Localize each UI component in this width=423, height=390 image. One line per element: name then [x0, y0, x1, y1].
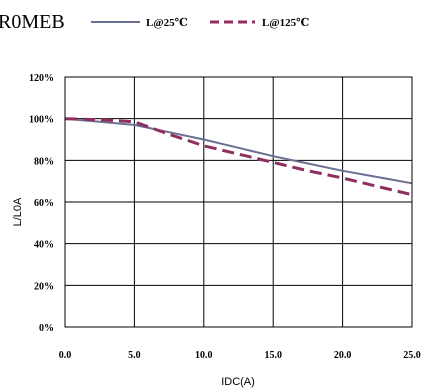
- y-axis-label: L/L0A: [12, 197, 24, 226]
- legend: L@25℃ L@125℃: [91, 17, 309, 29]
- x-tick-label: 20.0: [334, 350, 352, 361]
- y-tick-label: 80%: [34, 156, 54, 167]
- x-tick-label: 10.0: [195, 350, 213, 361]
- x-tick-label: 15.0: [264, 350, 282, 361]
- series-line-l125: [64, 117, 413, 197]
- grid-lines: [65, 77, 412, 327]
- legend-label-l125: L@125℃: [262, 17, 309, 29]
- x-tick-label: 0.0: [59, 350, 72, 361]
- series-lines: [64, 117, 413, 197]
- series-line-l25: [64, 117, 413, 185]
- y-tick-label: 20%: [34, 281, 54, 292]
- y-tick-label: 40%: [34, 240, 54, 251]
- y-tick-label: 100%: [29, 115, 54, 126]
- x-tick-label: 25.0: [403, 350, 421, 361]
- y-tick-label: 120%: [29, 73, 54, 84]
- x-tick-label: 5.0: [128, 350, 141, 361]
- chart-title: R0MEB: [0, 11, 65, 33]
- legend-label-l25: L@25℃: [146, 17, 188, 29]
- y-tick-label: 60%: [34, 198, 54, 209]
- y-tick-label: 0%: [39, 323, 54, 334]
- x-axis-label: IDC(A): [221, 376, 255, 388]
- tick-labels: 0.0 5.0 10.0 15.0 20.0 25.0 0% 20% 40% 60% 80% 100%…: [29, 73, 421, 361]
- plot-frame: [64, 76, 413, 328]
